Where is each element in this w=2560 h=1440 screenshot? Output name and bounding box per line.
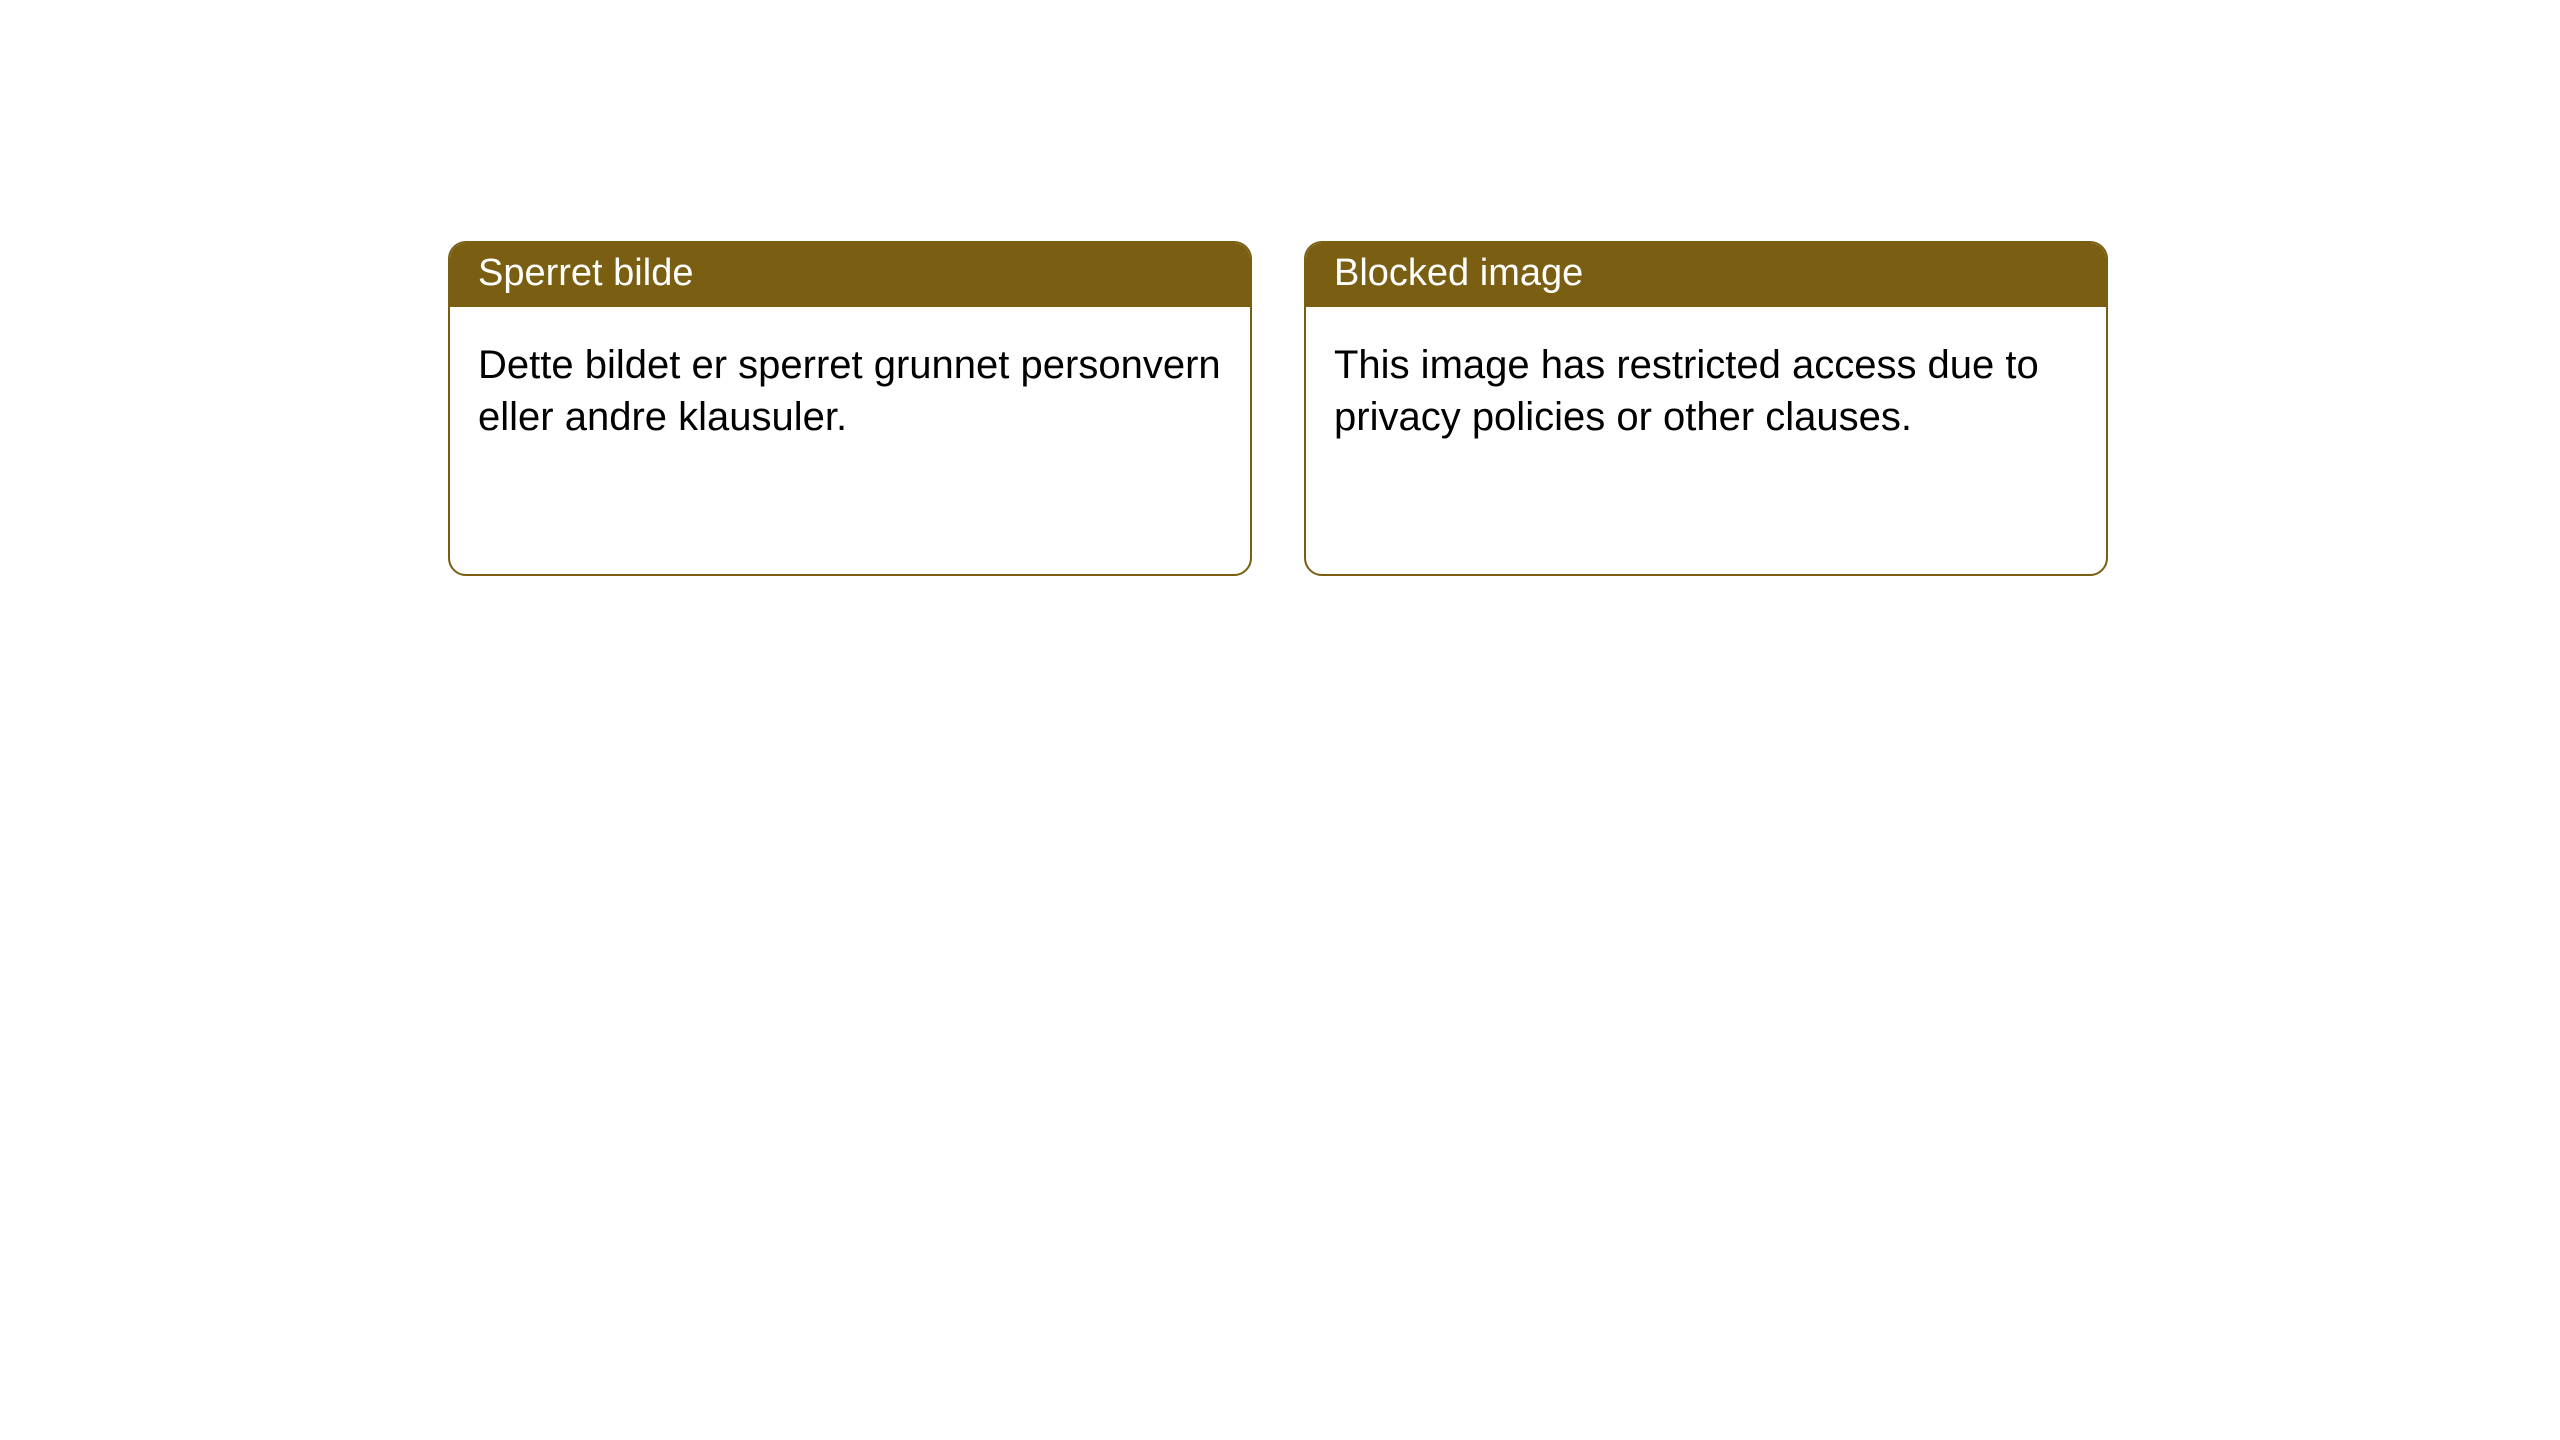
- notice-body: Dette bildet er sperret grunnet personve…: [450, 307, 1250, 471]
- notice-header: Sperret bilde: [450, 243, 1250, 307]
- notice-header: Blocked image: [1306, 243, 2106, 307]
- notice-card-norwegian: Sperret bilde Dette bildet er sperret gr…: [448, 241, 1252, 576]
- notice-card-english: Blocked image This image has restricted …: [1304, 241, 2108, 576]
- notice-container: Sperret bilde Dette bildet er sperret gr…: [0, 0, 2560, 576]
- notice-body: This image has restricted access due to …: [1306, 307, 2106, 471]
